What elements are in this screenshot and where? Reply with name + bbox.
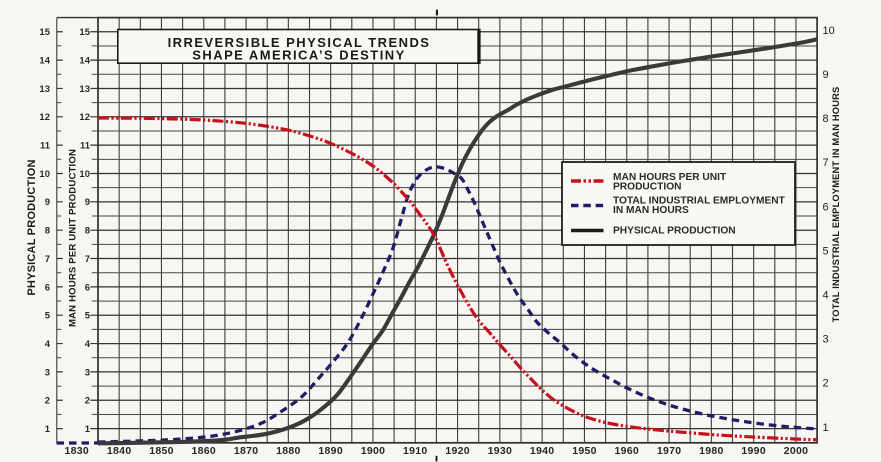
svg-text:15: 15 — [39, 27, 50, 38]
svg-text:2: 2 — [823, 378, 829, 390]
svg-text:1: 1 — [45, 424, 51, 435]
svg-text:MAN HOURS PER UNIT PRODUCTION: MAN HOURS PER UNIT PRODUCTION — [67, 149, 78, 327]
svg-text:PHYSICAL PRODUCTION: PHYSICAL PRODUCTION — [613, 226, 736, 237]
svg-text:2: 2 — [85, 396, 90, 407]
svg-text:6: 6 — [823, 201, 829, 213]
svg-text:9: 9 — [45, 197, 50, 208]
svg-text:13: 13 — [79, 84, 90, 95]
svg-text:15: 15 — [79, 27, 90, 38]
svg-text:10: 10 — [823, 25, 835, 37]
svg-text:1920: 1920 — [445, 445, 470, 457]
svg-text:1950: 1950 — [572, 445, 597, 457]
svg-text:1930: 1930 — [488, 445, 513, 457]
svg-text:14: 14 — [39, 56, 50, 67]
svg-text:1910: 1910 — [403, 445, 428, 457]
svg-text:1: 1 — [823, 422, 829, 434]
svg-text:3: 3 — [45, 367, 50, 378]
svg-text:9: 9 — [823, 69, 829, 81]
svg-text:6: 6 — [85, 282, 90, 293]
svg-text:1980: 1980 — [699, 445, 724, 457]
svg-text:10: 10 — [39, 169, 50, 180]
svg-text:6: 6 — [45, 282, 50, 293]
svg-text:1860: 1860 — [192, 445, 217, 457]
svg-text:11: 11 — [40, 141, 51, 152]
svg-text:8: 8 — [85, 226, 90, 237]
svg-text:5: 5 — [45, 311, 51, 322]
svg-text:TOTAL INDUSTRIAL EMPLOYMENT: TOTAL INDUSTRIAL EMPLOYMENT — [613, 195, 786, 206]
svg-text:5: 5 — [85, 311, 91, 322]
svg-text:1940: 1940 — [530, 445, 555, 457]
svg-text:14: 14 — [79, 56, 90, 67]
svg-text:3: 3 — [85, 367, 90, 378]
svg-text:SHAPE AMERICA’S DESTINY: SHAPE AMERICA’S DESTINY — [192, 48, 405, 63]
svg-text:4: 4 — [45, 339, 51, 350]
svg-text:TOTAL INDUSTRIAL EMPLOYMENT IN: TOTAL INDUSTRIAL EMPLOYMENT IN MAN HOURS — [831, 87, 841, 323]
svg-text:1900: 1900 — [361, 445, 386, 457]
svg-text:1880: 1880 — [276, 445, 301, 457]
svg-text:10: 10 — [79, 169, 90, 180]
svg-text:8: 8 — [823, 113, 829, 125]
svg-text:13: 13 — [39, 84, 50, 95]
svg-text:1960: 1960 — [615, 445, 640, 457]
svg-text:1990: 1990 — [741, 445, 766, 457]
svg-text:4: 4 — [823, 290, 829, 302]
svg-text:1970: 1970 — [657, 445, 682, 457]
svg-text:1: 1 — [85, 424, 91, 435]
svg-text:1890: 1890 — [318, 445, 343, 457]
svg-text:PRODUCTION: PRODUCTION — [613, 181, 681, 192]
svg-text:5: 5 — [823, 245, 829, 257]
svg-text:12: 12 — [79, 112, 90, 123]
svg-text:11: 11 — [80, 141, 91, 152]
svg-text:IN MAN HOURS: IN MAN HOURS — [613, 205, 689, 216]
svg-text:1870: 1870 — [234, 445, 259, 457]
svg-text:7: 7 — [823, 157, 829, 169]
svg-text:12: 12 — [39, 112, 50, 123]
svg-text:MAN HOURS PER UNIT: MAN HOURS PER UNIT — [613, 172, 727, 183]
svg-text:1840: 1840 — [107, 445, 132, 457]
svg-text:2000: 2000 — [784, 445, 809, 457]
svg-text:1830: 1830 — [65, 445, 90, 457]
svg-text:8: 8 — [45, 226, 50, 237]
svg-text:4: 4 — [85, 339, 91, 350]
svg-text:2: 2 — [45, 396, 50, 407]
svg-text:9: 9 — [85, 197, 90, 208]
svg-text:3: 3 — [823, 334, 829, 346]
svg-text:7: 7 — [85, 254, 90, 265]
svg-text:7: 7 — [45, 254, 50, 265]
svg-text:IRREVERSIBLE PHYSICAL TRENDS: IRREVERSIBLE PHYSICAL TRENDS — [168, 35, 431, 50]
svg-text:1850: 1850 — [149, 445, 174, 457]
svg-text:PHYSICAL PRODUCTION: PHYSICAL PRODUCTION — [26, 159, 38, 295]
